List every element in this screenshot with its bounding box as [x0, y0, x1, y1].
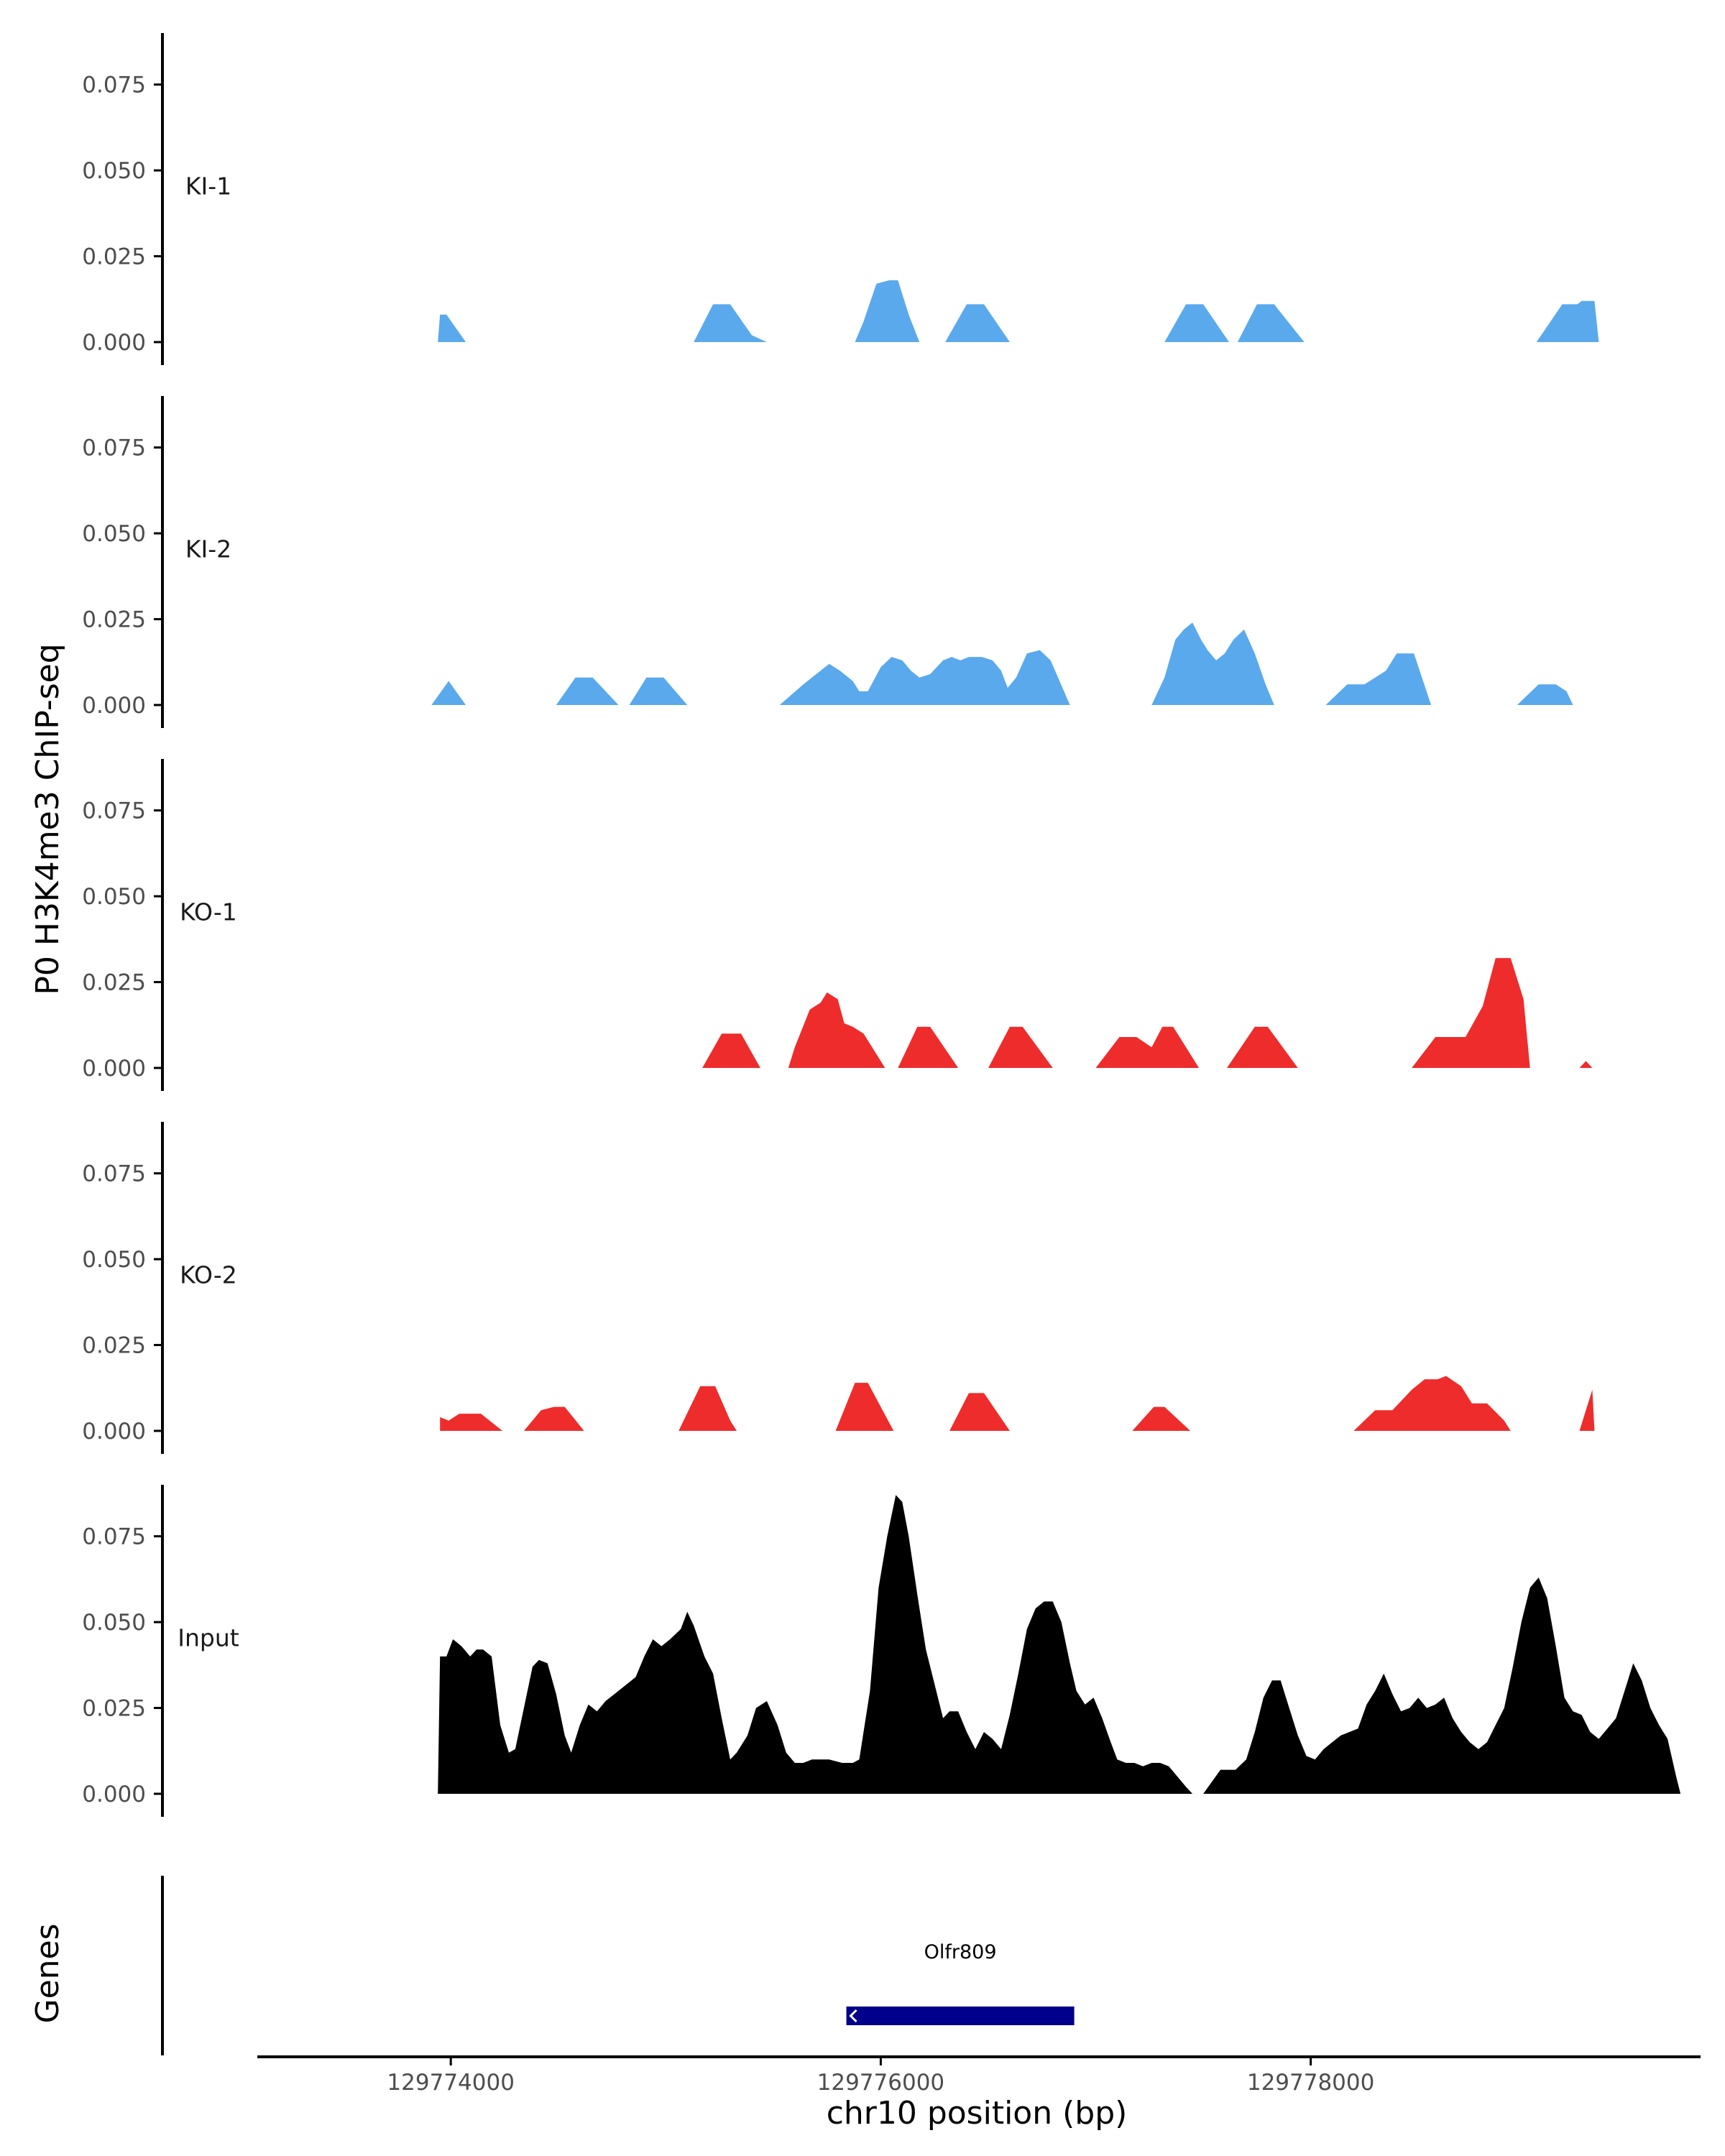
y-tick-label-input-1: 0.025	[82, 1696, 146, 1722]
y-tick-label-ko-2-1: 0.025	[82, 1333, 146, 1359]
y-tick-label-ki-1-2: 0.050	[82, 158, 146, 184]
peak-ki-1-7	[1536, 300, 1599, 342]
track-input: 0.000 0.025 0.050 0.075 Input	[82, 1485, 1681, 1817]
peak-ki-1-3	[855, 280, 920, 342]
peak-ki-2-2	[556, 677, 619, 705]
peak-ko-1-3	[898, 1026, 959, 1068]
peak-ko-1-8	[1579, 1061, 1593, 1068]
y-tick-label-ko-1-2: 0.050	[82, 884, 146, 910]
x-axis: 129774000 129776000 129778000	[257, 2055, 1701, 2096]
y-tick-label-ki-1-3: 0.075	[82, 73, 146, 98]
gene-panel: Olfr809	[161, 1876, 1075, 2055]
peak-input-2	[1203, 1577, 1681, 1794]
peak-ki-1-1	[438, 314, 466, 342]
peak-ko-2-2	[523, 1406, 584, 1431]
x-tick-label-0: 129774000	[387, 2070, 515, 2096]
peak-ko-2-3	[678, 1386, 737, 1431]
peak-ko-1-1	[702, 1033, 760, 1068]
track-ki-1: 0.000 0.025 0.050 0.075 KI-1	[82, 33, 1599, 365]
peak-ki-2-5	[1151, 622, 1274, 705]
y-tick-label-ko-2-0: 0.000	[82, 1419, 146, 1445]
peak-ki-1-6	[1237, 304, 1305, 342]
y-tick-label-ko-2-3: 0.075	[82, 1161, 146, 1187]
peak-ko-2-7	[1353, 1376, 1511, 1431]
y-tick-label-ki-2-3: 0.075	[82, 436, 146, 461]
peak-ki-2-6	[1325, 653, 1432, 705]
peak-input-1	[438, 1495, 1193, 1794]
peak-ko-1-7	[1412, 958, 1530, 1068]
y-tick-label-ki-2-2: 0.050	[82, 521, 146, 547]
track-label-input: Input	[178, 1624, 239, 1652]
peak-ki-2-3	[629, 677, 688, 705]
peak-ki-2-7	[1517, 684, 1573, 705]
peak-ko-1-6	[1227, 1026, 1298, 1068]
y-tick-label-ki-2-1: 0.025	[82, 607, 146, 633]
y-tick-label-ki-1-0: 0.000	[82, 330, 146, 356]
x-tick-label-2: 129778000	[1247, 2070, 1375, 2096]
peak-ko-1-5	[1095, 1026, 1200, 1068]
y-tick-label-ki-2-0: 0.000	[82, 693, 146, 719]
y-tick-label-ko-2-2: 0.050	[82, 1247, 146, 1273]
y-tick-label-input-3: 0.075	[82, 1524, 146, 1550]
track-ko-2: 0.000 0.025 0.050 0.075 KO-2	[82, 1122, 1595, 1454]
y-tick-label-ko-1-3: 0.075	[82, 798, 146, 824]
x-tick-label-1: 129776000	[817, 2070, 945, 2096]
peak-ko-2-8	[1579, 1389, 1595, 1431]
peak-ko-1-2	[788, 992, 886, 1068]
peak-ko-2-6	[1132, 1406, 1191, 1431]
gene-label-olfr809: Olfr809	[924, 1941, 997, 1963]
track-label-ki-2: KI-2	[185, 535, 231, 563]
track-label-ki-1: KI-1	[185, 172, 231, 201]
genes-axis-title: Genes	[29, 1923, 66, 2023]
y-tick-label-ko-1-1: 0.025	[82, 970, 146, 996]
y-tick-label-input-2: 0.050	[82, 1610, 146, 1636]
peak-ki-2-1	[431, 681, 466, 705]
y-axis-title: P0 H3K4me3 ChIP-seq	[29, 643, 66, 995]
signal-tracks: 0.0000.0250.0500.075KI-10.0000.0250.0500…	[82, 33, 1681, 1817]
y-tick-label-ki-1-1: 0.025	[82, 244, 146, 270]
peak-ko-2-1	[440, 1414, 502, 1431]
peak-ko-2-5	[949, 1393, 1010, 1431]
track-ki-2: 0.000 0.025 0.050 0.075 KI-2	[82, 396, 1573, 728]
track-ko-1: 0.000 0.025 0.050 0.075 KO-1	[82, 759, 1593, 1091]
x-axis-title: chr10 position (bp)	[827, 2095, 1128, 2132]
track-label-ko-1: KO-1	[180, 898, 237, 926]
peak-ko-2-4	[835, 1383, 894, 1431]
peak-ki-1-4	[945, 304, 1010, 342]
strand-arrow-icon	[849, 2009, 857, 2023]
y-tick-label-input-0: 0.000	[82, 1782, 146, 1807]
peak-ki-2-4	[779, 650, 1070, 705]
peak-ki-1-5	[1164, 304, 1229, 342]
peak-ki-1-2	[694, 304, 767, 342]
track-label-ko-2: KO-2	[180, 1261, 237, 1289]
y-tick-label-ko-1-0: 0.000	[82, 1056, 146, 1082]
gene-body-olfr809	[846, 2007, 1075, 2025]
peak-ko-1-4	[988, 1026, 1053, 1068]
